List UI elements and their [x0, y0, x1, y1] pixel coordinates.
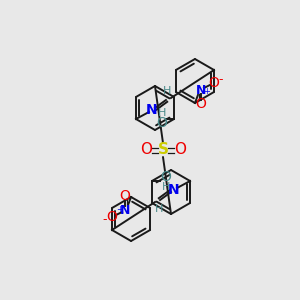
Text: O: O	[157, 116, 167, 130]
Text: S: S	[158, 142, 169, 158]
Text: H: H	[155, 204, 163, 214]
Text: O: O	[106, 210, 118, 224]
Text: N: N	[196, 83, 206, 97]
Text: +: +	[203, 86, 210, 95]
Text: O: O	[196, 97, 206, 111]
Text: +: +	[116, 205, 123, 214]
Text: O: O	[174, 142, 186, 158]
Text: O: O	[208, 76, 219, 90]
Text: O: O	[160, 170, 171, 184]
Text: O: O	[140, 142, 152, 158]
Text: N: N	[146, 103, 158, 117]
Text: -: -	[103, 214, 107, 226]
Text: N: N	[168, 183, 180, 197]
Text: O: O	[120, 189, 130, 203]
Text: H: H	[162, 182, 170, 192]
Text: H: H	[158, 108, 166, 118]
Text: H: H	[163, 86, 171, 96]
Text: -: -	[219, 74, 223, 86]
Text: N: N	[120, 203, 130, 217]
